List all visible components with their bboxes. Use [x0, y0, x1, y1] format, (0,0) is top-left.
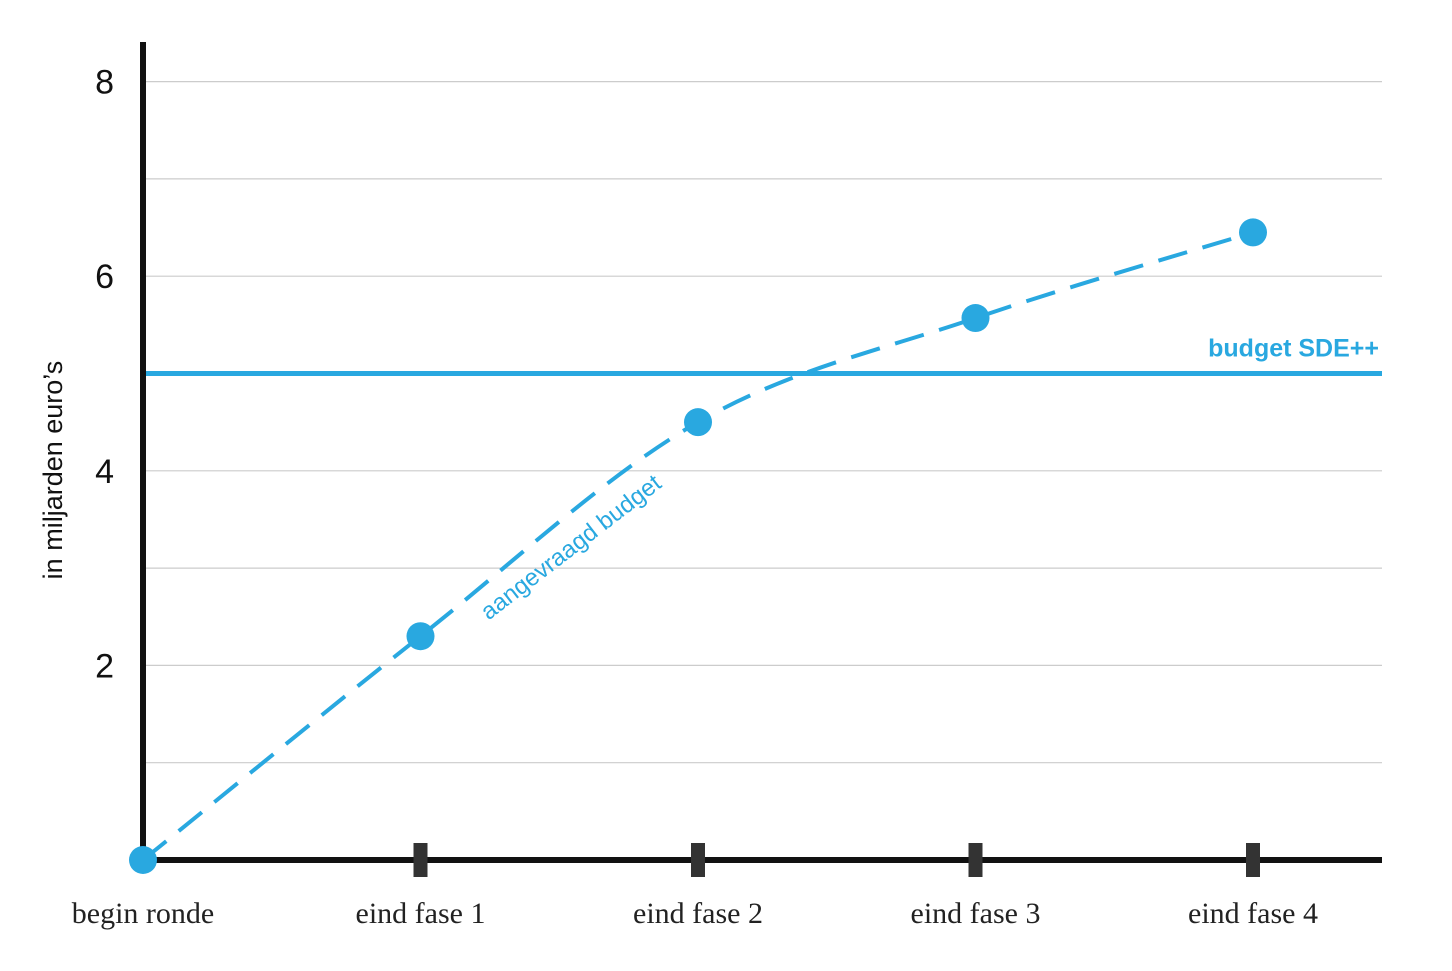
series-label-0: aangevraagd budget: [476, 469, 667, 625]
x-tick-mark-4: [1246, 843, 1260, 877]
x-tick-mark-3: [968, 843, 983, 877]
y-axis-label: in miljarden euro’s: [38, 361, 68, 580]
gridlines: [143, 80, 1382, 764]
data-point-0-2: [684, 408, 712, 437]
y-tick-label-4: 4: [95, 453, 114, 491]
data-point-0-4: [1239, 218, 1267, 247]
x-tick-label-1: eind fase 1: [356, 897, 486, 930]
series-line-0: [141, 230, 1254, 862]
x-tick-label-3: eind fase 3: [911, 897, 1041, 930]
series-group: aangevraagd budget: [129, 218, 1267, 874]
y-tick-label-8: 8: [95, 64, 114, 102]
x-tick-label-2: eind fase 2: [633, 897, 763, 930]
x-tick-mark-1: [413, 843, 428, 877]
reference-line-group: budget SDE++: [143, 335, 1382, 376]
y-tick-label-6: 6: [95, 258, 114, 296]
axes: [140, 42, 1382, 877]
reference-line-label: budget SDE++: [1208, 335, 1379, 363]
x-tick-mark-2: [691, 843, 705, 877]
data-point-0-1: [406, 622, 435, 651]
tick-labels: 2 4 6 8 begin ronde eind fase 1 eind fase 2 ein…: [72, 64, 1318, 930]
data-point-0-0: [129, 846, 157, 874]
data-point-0-3: [961, 304, 990, 333]
x-tick-label-0: begin ronde: [72, 897, 214, 930]
y-tick-label-2: 2: [95, 647, 114, 685]
x-tick-label-4: eind fase 4: [1188, 897, 1318, 930]
